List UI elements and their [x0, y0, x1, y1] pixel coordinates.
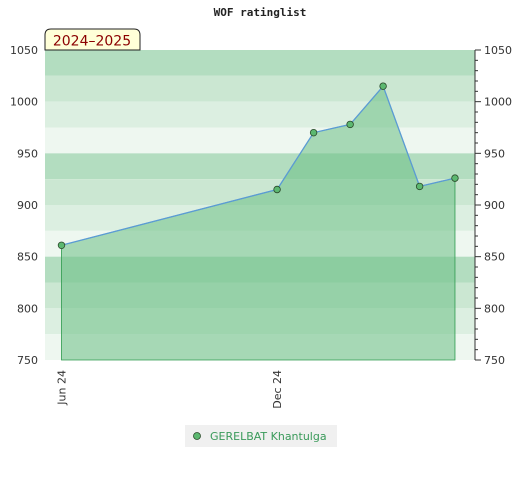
data-point[interactable]: [379, 82, 387, 90]
x-axis: Jun 24 Dec 24: [55, 370, 284, 409]
legend[interactable]: GERELBAT Khantulga: [185, 425, 337, 447]
y-tick-label-left: 900: [17, 199, 38, 212]
badge-box: [44, 28, 141, 51]
y-tick-label-right: 800: [484, 302, 505, 315]
y-tick-label-right: 1050: [484, 44, 512, 57]
chart-title: WOF ratinglist: [214, 6, 307, 19]
data-point[interactable]: [415, 182, 424, 191]
grid-band: [45, 75, 475, 102]
y-tick-label-left: 750: [17, 354, 38, 367]
x-tick-label: Jun 24: [55, 370, 68, 406]
period-badge: 2024–2025: [44, 28, 141, 51]
y-tick-label-right: 850: [484, 251, 505, 264]
data-point[interactable]: [309, 128, 318, 137]
y-tick-label-left: 1050: [10, 44, 38, 57]
data-point[interactable]: [273, 185, 281, 194]
badge-text: 2024–2025: [53, 34, 131, 50]
y-tick-label-right: 900: [484, 199, 505, 212]
y-tick-label-left: 800: [17, 302, 38, 315]
x-tick-label: Dec 24: [271, 370, 284, 409]
grid-band: [45, 50, 475, 76]
y-tick-label-right: 950: [484, 147, 505, 160]
grid-band: [45, 127, 475, 154]
grid-band: [45, 101, 475, 128]
y-tick-label-left: 950: [17, 147, 38, 160]
data-point[interactable]: [451, 174, 459, 182]
y-axis-left: 750 800 850 900 950 1000 1050: [10, 44, 38, 367]
data-points: [57, 82, 459, 249]
y-axis-right: 750 800 850 900 950 1000 1050: [474, 44, 512, 367]
legend-marker-icon: [193, 432, 201, 440]
legend-box: [185, 425, 337, 447]
y-tick-label-right: 750: [484, 354, 505, 367]
y-tick-label-left: 850: [17, 251, 38, 264]
y-tick-label-left: 1000: [10, 96, 38, 109]
legend-label: GERELBAT Khantulga: [210, 430, 327, 443]
y-tick-label-right: 1000: [484, 96, 512, 109]
data-point[interactable]: [57, 241, 66, 249]
data-point[interactable]: [346, 120, 354, 129]
